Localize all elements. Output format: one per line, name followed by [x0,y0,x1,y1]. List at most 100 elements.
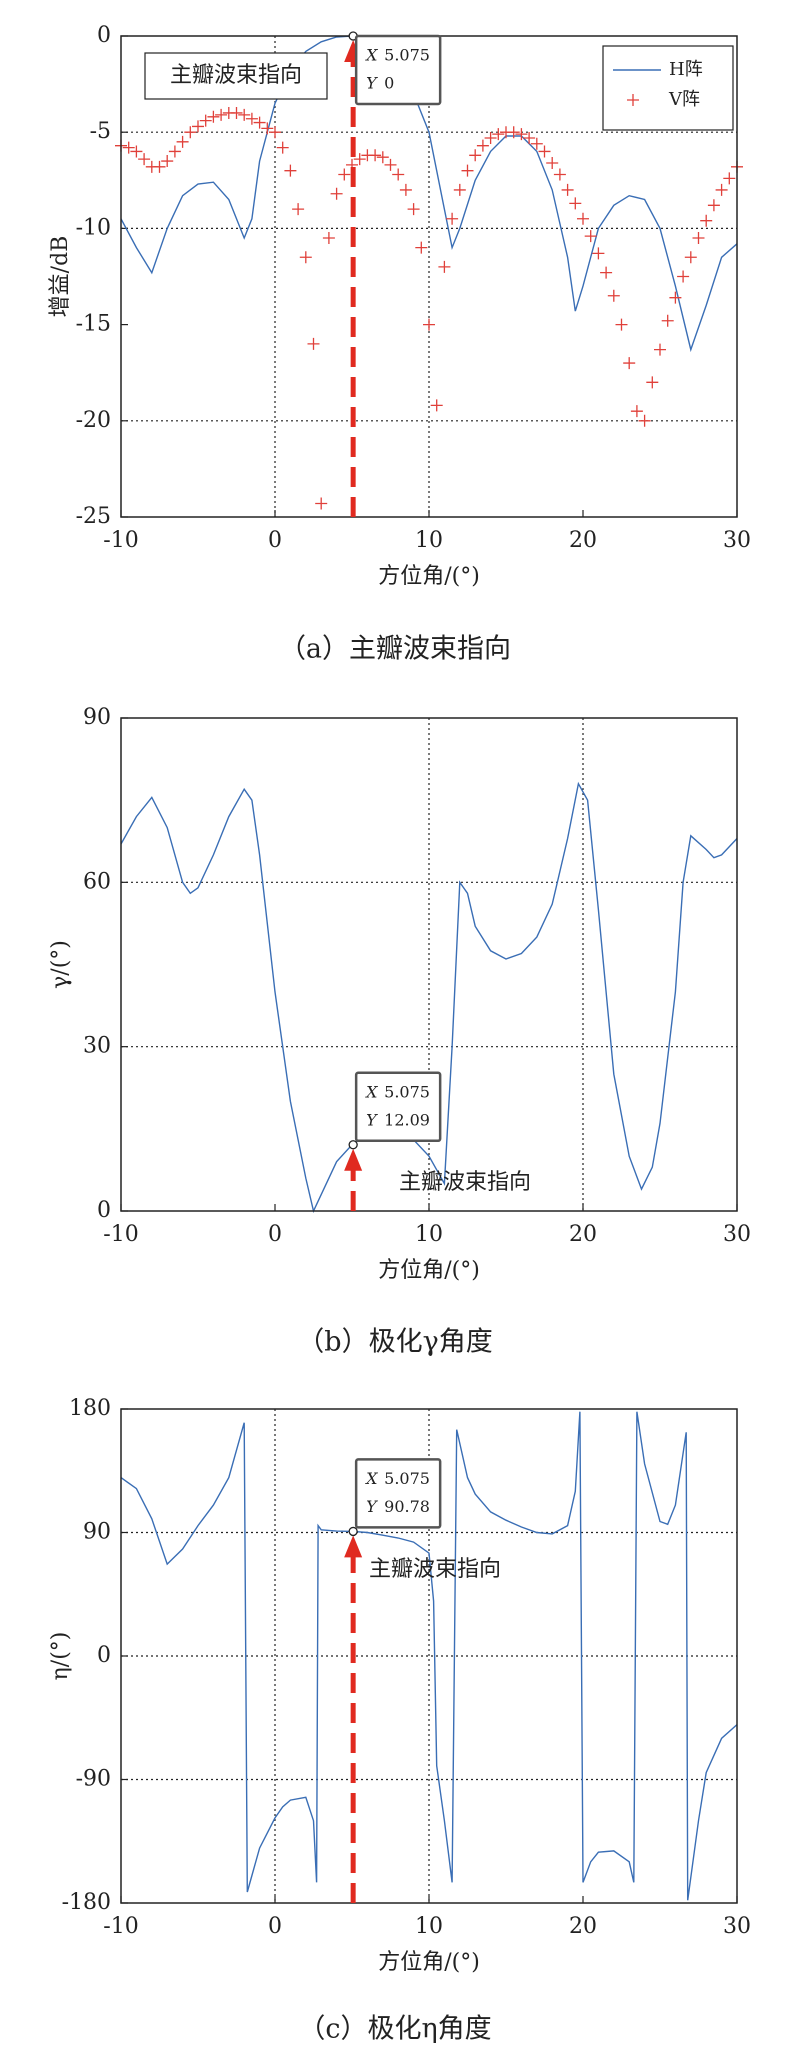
marker [168,145,181,158]
plot-frame [120,1408,738,1904]
legend-marker [627,94,639,106]
y-tick-label: 0 [97,1643,111,1668]
datatip-label: X [364,1082,378,1101]
x-tick-label: 20 [569,1222,597,1247]
marker [546,156,559,169]
x-tick-label: 0 [268,1914,282,1939]
marker [684,251,697,264]
datatip-box [354,1071,442,1143]
marker [315,497,328,510]
marker [438,260,451,273]
marker [669,291,682,304]
marker [607,289,620,302]
pointer-arrow-head [344,1148,363,1171]
marker [130,145,143,158]
x-tick-label: 10 [415,1222,443,1247]
marker [161,155,174,168]
marker [184,126,197,139]
marker [654,343,666,356]
y-axis-label: η/(°) [48,1632,73,1681]
datatip-label: X [364,46,378,65]
marker [376,151,389,164]
marker [276,141,289,154]
marker [507,126,520,139]
marker [453,183,466,196]
marker [615,318,628,331]
marker [245,112,258,125]
marker [584,230,597,243]
marker [307,337,320,350]
datatip-value: 5.075 [384,1082,430,1101]
legend-label: V阵 [668,89,700,110]
x-tick-label: -10 [103,1222,138,1247]
marker [707,199,720,212]
marker [415,241,428,254]
marker [538,145,551,158]
datatip-value: 12.09 [384,1110,430,1129]
pointer-arrow-head [344,1535,363,1558]
datatip-label: Y [366,74,378,93]
marker [369,149,382,162]
y-tick-label: 90 [83,1520,111,1545]
caption: （c）极化η角度 [298,2014,491,2045]
marker [484,131,497,144]
marker [292,203,305,216]
marker [176,135,189,148]
y-tick-label: 60 [83,869,111,894]
marker [330,187,343,200]
datatip-value: 90.78 [384,1497,430,1516]
marker [253,116,266,129]
caption: （a）主瓣波束指向 [279,634,511,665]
y-axis-label: 增益/dB [48,236,73,318]
x-tick-label: 0 [268,528,282,553]
marker [561,183,574,196]
marker [677,270,690,283]
datatip-point [348,1140,358,1150]
marker [523,131,536,144]
marker [692,232,705,245]
x-tick-label: -10 [103,528,138,553]
annotation: 主瓣波束指向 [369,1557,501,1582]
marker [577,212,589,225]
y-axis-label: γ/(°) [48,940,73,989]
y-tick-label: -25 [76,504,111,529]
marker [630,405,643,418]
datatip-box [354,1458,442,1529]
marker [469,149,482,162]
marker [238,108,251,121]
marker [138,153,151,166]
x-tick-label: 30 [723,1222,751,1247]
marker [407,203,420,216]
marker [715,183,728,196]
y-tick-label: -5 [90,119,111,144]
x-tick-label: 30 [723,1914,751,1939]
marker [638,414,651,427]
legend-label: H阵 [669,59,703,80]
marker [192,120,204,133]
marker [592,247,605,260]
x-tick-label: 30 [723,528,751,553]
marker [646,376,659,389]
x-axis-label: 方位角/(°) [378,1950,480,1975]
y-tick-label: 0 [97,23,111,48]
marker [515,128,528,141]
marker [122,141,135,154]
y-tick-label: -20 [76,408,111,433]
marker [384,158,397,171]
marker [199,114,212,127]
x-tick-label: 20 [569,1914,597,1939]
marker [322,232,335,245]
datatip-label: X [364,1469,378,1488]
x-axis-label: 方位角/(°) [378,564,480,589]
y-tick-label: 30 [83,1034,111,1059]
caption: （b）极化γ角度 [297,1327,492,1358]
annotation: 主瓣波束指向 [170,63,302,88]
datatip-point [348,1526,358,1537]
marker [461,164,474,177]
marker [261,122,274,135]
datatip-label: Y [366,1497,378,1516]
y-tick-label: -90 [76,1767,111,1792]
datatip-value: 0 [384,74,394,93]
plot-frame [120,717,738,1212]
